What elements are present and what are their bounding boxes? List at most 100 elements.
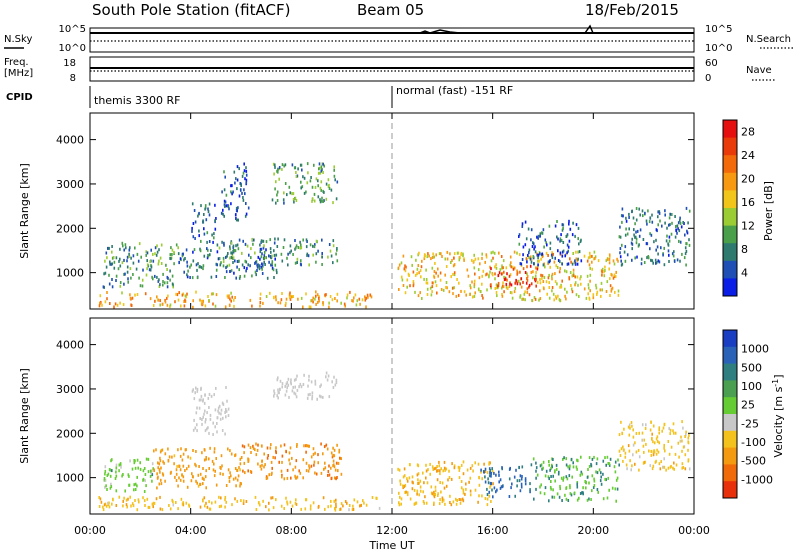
velocity-echo-cell (178, 464, 180, 468)
power-echo-cell (566, 243, 569, 247)
power-echo-cell (568, 222, 570, 226)
velocity-echo-cell (628, 433, 631, 437)
power-echo-cell (672, 254, 675, 258)
velocity-echo-cell (597, 490, 599, 494)
power-echo-cell (245, 260, 248, 264)
velocity-echo-cell (436, 469, 438, 473)
velocity-echo-cell (204, 420, 207, 424)
velocity-echo-cell (136, 475, 138, 479)
power-echo-cell (421, 259, 423, 263)
velocity-echo-cell (197, 484, 200, 488)
power-echo-cell (230, 269, 233, 273)
power-echo-cell (495, 283, 498, 287)
velocity-echo-cell (404, 483, 407, 487)
power-echo-cell (532, 276, 534, 280)
power-echo-cell (460, 289, 462, 293)
power-echo-cell (129, 246, 131, 250)
power-echo-cell (207, 207, 209, 211)
power-echo-cell (300, 186, 302, 190)
velocity-echo-cell (668, 427, 670, 431)
power-echo-cell (434, 280, 437, 284)
velocity-echo-cell (315, 472, 318, 476)
power-echo-cell (433, 270, 436, 273)
power-echo-cell (605, 259, 608, 263)
nsearch-tick-bottom: 10^0 (705, 43, 732, 54)
power-echo-cell (115, 256, 118, 260)
velocity-echo-cell (262, 499, 264, 503)
velocity-echo-cell (544, 486, 547, 490)
velocity-echo-cell (402, 475, 405, 479)
power-echo-cell (528, 255, 530, 259)
velocity-echo-cell (591, 457, 594, 461)
power-echo-cell (652, 261, 654, 265)
velocity-echo-cell (406, 479, 409, 483)
velocity-echo-cell (569, 464, 571, 468)
velocity-echo-cell (225, 415, 227, 419)
power-echo-cell (317, 249, 319, 253)
velocity-echo-cell (510, 486, 512, 490)
power-echo-cell (679, 240, 682, 244)
power-echo-cell (489, 265, 491, 269)
power-echo-cell (657, 259, 660, 263)
power-echo-cell (215, 217, 217, 220)
power-echo-cell (232, 244, 235, 248)
power-echo-cell (518, 233, 521, 237)
power-echo-cell (559, 251, 562, 255)
velocity-echo-cell (201, 451, 203, 455)
power-echo-cell (560, 283, 562, 287)
power-echo-cell (477, 287, 480, 291)
power-echo-cell (552, 252, 554, 256)
power-echo-cell (577, 250, 579, 254)
velocity-echo-cell (408, 476, 411, 480)
power-echo-cell (159, 256, 162, 260)
nave-tick-bottom: 0 (705, 73, 711, 84)
power-echo-cell (364, 298, 367, 302)
velocity-echo-cell (204, 475, 207, 479)
velocity-echo-cell (245, 500, 248, 503)
power-echo-cell (275, 268, 278, 272)
velocity-echo-cell (444, 502, 446, 506)
power-echo-cell (328, 243, 331, 246)
power-echo-cell (440, 252, 442, 256)
power-echo-cell (608, 257, 611, 261)
power-echo-cell (191, 202, 194, 206)
power-echo-cell (567, 249, 569, 253)
velocity-echo-cell (225, 408, 227, 411)
power-colorbar-segment (723, 172, 737, 191)
power-echo-cell (520, 277, 523, 281)
power-echo-cell (508, 274, 511, 278)
velocity-echo-cell (416, 463, 419, 467)
power-echo-cell (212, 302, 214, 306)
velocity-echo-cell (314, 451, 316, 455)
power-echo-cell (271, 263, 273, 267)
power-echo-cell (437, 274, 439, 278)
power-echo-cell (566, 290, 568, 294)
power-echo-cell (445, 285, 447, 289)
power-echo-cell (254, 251, 256, 255)
velocity-echo-cell (443, 460, 446, 464)
power-echo-cell (300, 180, 302, 184)
power-echo-cell (560, 285, 563, 289)
power-echo-cell (482, 296, 484, 300)
velocity-colorbar-segment (723, 346, 737, 365)
power-echo-cell (531, 299, 533, 302)
velocity-echo-cell (324, 507, 326, 511)
power-echo-cell (501, 284, 504, 288)
power-echo-cell (235, 218, 238, 222)
velocity-echo-cell (462, 491, 465, 495)
velocity-echo-cell (133, 461, 136, 465)
power-echo-cell (557, 237, 559, 241)
power-echo-cell (238, 238, 241, 242)
velocity-echo-cell (199, 472, 202, 476)
power-echo-cell (317, 195, 320, 199)
nsky-tick-top: 10^5 (59, 24, 86, 35)
velocity-echo-cell (288, 458, 290, 462)
power-echo-cell (109, 262, 111, 266)
velocity-echo-cell (209, 446, 211, 450)
power-echo-cell (671, 213, 673, 216)
power-echo-cell (183, 304, 186, 308)
power-echo-cell (236, 165, 239, 169)
velocity-echo-cell (351, 508, 354, 512)
power-echo-cell (278, 166, 281, 169)
power-echo-cell (537, 234, 540, 238)
